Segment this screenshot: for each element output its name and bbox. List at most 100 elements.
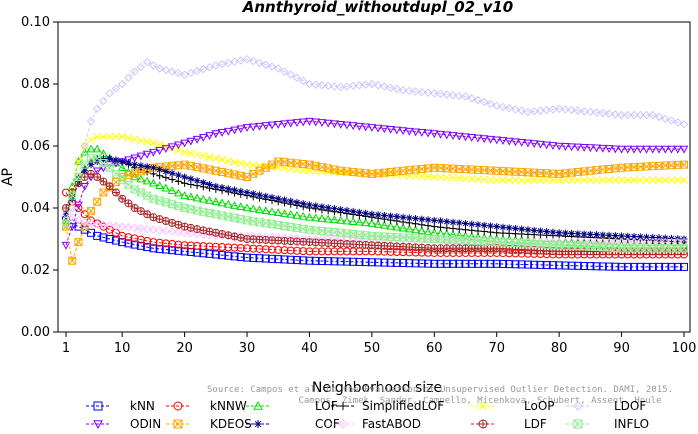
data-point-COF (274, 195, 282, 203)
data-point-COF (337, 206, 345, 214)
data-point-kNN (211, 250, 220, 259)
legend-marker (93, 420, 103, 430)
data-point-kNN (486, 259, 495, 268)
data-point-FastABOD (161, 226, 171, 236)
data-point-COF (243, 189, 251, 196)
data-point-FastABOD (667, 237, 676, 247)
data-point-LOF (117, 163, 127, 171)
data-point-kNN (374, 258, 383, 267)
data-point-kNN (636, 262, 645, 271)
data-point-kNN (555, 261, 564, 270)
data-point-COF (212, 182, 220, 190)
data-point-COF (462, 220, 470, 227)
data-point-kNN (292, 256, 301, 265)
legend-item-kNN: kNN (86, 399, 155, 413)
data-point-LDF (186, 223, 195, 232)
data-point-LDOF (592, 108, 601, 117)
data-point-FastABOD (636, 237, 645, 247)
data-point-LOF (311, 213, 321, 222)
data-point-LOF (280, 209, 289, 217)
data-point-COF (124, 159, 132, 167)
data-point-kNN (168, 246, 177, 255)
data-point-LoOP (648, 176, 657, 184)
data-point-LDF (105, 182, 114, 191)
data-point-LDOF (430, 89, 439, 98)
data-point-FastABOD (155, 226, 164, 235)
data-point-LDOF (167, 67, 177, 76)
data-point-LOF (479, 233, 489, 242)
data-point-ODIN (667, 145, 676, 154)
data-point-kNNW (249, 244, 258, 253)
legend-marker (93, 401, 103, 411)
data-point-LDF (205, 227, 214, 236)
data-point-kNNW (268, 245, 276, 254)
data-point-kNNW (149, 238, 158, 247)
data-point-kNN (548, 261, 557, 270)
data-point-LoOP (667, 176, 676, 184)
data-point-ODIN (504, 137, 514, 146)
data-point-LDOF (174, 68, 183, 78)
data-point-LDF (224, 231, 233, 240)
data-point-LOF (392, 222, 402, 231)
data-point-SimplifiedLOF (462, 226, 470, 234)
data-point-kNN (573, 261, 582, 270)
data-point-COF (387, 212, 395, 220)
data-point-LOF (380, 220, 389, 229)
data-point-LDOF (392, 84, 402, 94)
data-point-LDOF (667, 116, 676, 125)
data-point-LDOF (579, 107, 589, 116)
data-point-LOF (367, 218, 377, 227)
x-tick-label: 80 (551, 341, 568, 356)
data-point-FastABOD (111, 221, 121, 231)
data-point-LDOF (199, 64, 208, 74)
data-point-ODIN (180, 139, 189, 148)
data-point-LOF (80, 147, 90, 156)
data-point-ODIN (623, 145, 633, 154)
x-tick-label: 60 (426, 341, 443, 356)
data-point-LoOP (611, 176, 620, 184)
data-point-kNN (174, 246, 183, 255)
data-point-kNN (598, 262, 607, 271)
data-point-kNN (655, 262, 664, 271)
legend-item-INFLO: INFLO (566, 417, 649, 431)
data-point-kNN (224, 251, 233, 260)
y-tick-label: 0.10 (21, 15, 50, 30)
data-point-ODIN (373, 124, 383, 133)
data-point-LDOF (80, 141, 89, 151)
data-point-COF (437, 217, 445, 225)
data-point-LDF (236, 233, 245, 242)
data-point-ODIN (67, 223, 77, 232)
data-point-ODIN (380, 125, 389, 134)
data-point-LoOP (455, 174, 464, 183)
data-point-LDOF (99, 96, 108, 106)
data-point-kNN (236, 252, 245, 261)
legend-marker (573, 401, 583, 411)
data-point-kNN (243, 253, 252, 262)
data-point-LDOF (117, 79, 127, 89)
data-point-COF (549, 228, 557, 236)
data-point-LOF (317, 214, 327, 222)
data-point-LDOF (242, 54, 252, 64)
legend-item-SimplifiedLOF: SimplifiedLOF (331, 399, 444, 413)
data-point-LDOF (442, 90, 451, 99)
data-point-SimplifiedLOF (449, 224, 457, 232)
data-point-COF (468, 220, 476, 228)
data-point-FastABOD (648, 237, 657, 247)
data-point-kNNW (168, 239, 177, 248)
data-point-LoOP (480, 175, 489, 184)
legend-marker (254, 420, 262, 428)
data-point-kNN (124, 239, 133, 248)
data-point-COF (580, 230, 588, 238)
data-point-LOF (286, 209, 296, 218)
x-tick-label: 30 (239, 341, 256, 356)
data-point-SimplifiedLOF (455, 225, 463, 233)
data-point-KDEOS (680, 160, 688, 169)
data-point-LoOP (492, 176, 501, 184)
data-point-LoOP (605, 176, 613, 184)
data-point-ODIN (292, 119, 302, 127)
data-point-ODIN (679, 145, 689, 154)
data-point-kNNW (124, 233, 133, 242)
legend-label: LOF (315, 399, 338, 413)
data-point-LOF (355, 217, 364, 226)
data-point-LDOF (617, 110, 626, 120)
